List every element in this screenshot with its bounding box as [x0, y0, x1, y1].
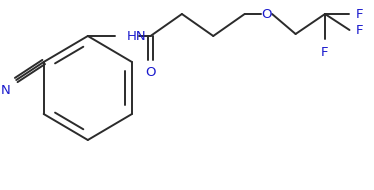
Text: HN: HN [127, 29, 147, 43]
Text: F: F [321, 46, 329, 59]
Text: O: O [261, 7, 272, 21]
Text: F: F [355, 24, 363, 36]
Text: F: F [355, 7, 363, 21]
Text: N: N [1, 84, 10, 97]
Text: O: O [145, 66, 156, 79]
